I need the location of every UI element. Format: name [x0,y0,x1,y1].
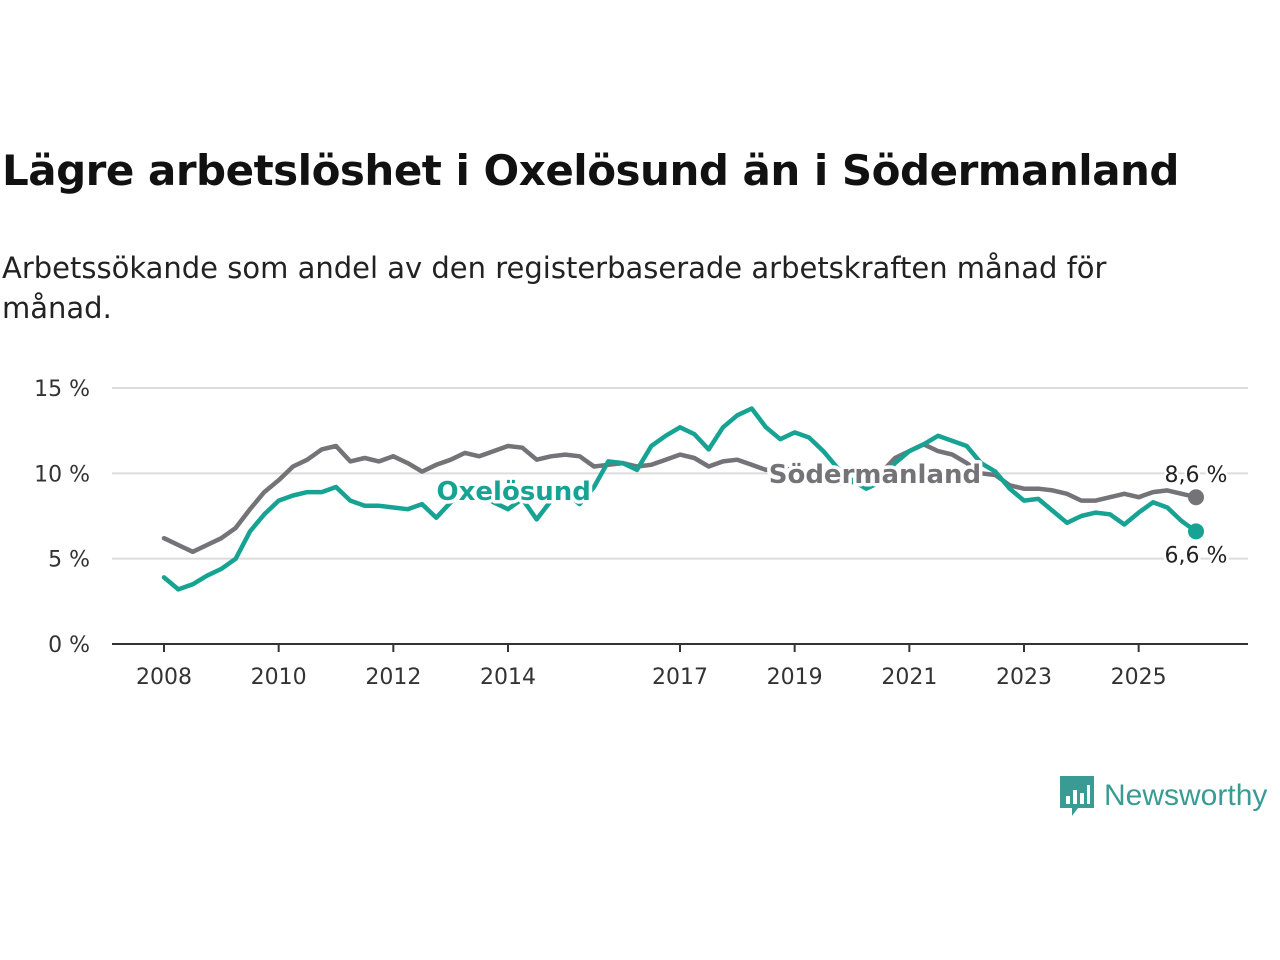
page-subtitle: Arbetssökande som andel av den registerb… [2,251,1107,325]
series-annotation-label: Oxelösund [437,477,591,507]
grid-lines [112,387,1248,560]
y-tick-label: 0 % [48,633,90,658]
y-tick-label: 15 % [34,377,90,402]
x-tick-label: 2014 [480,665,536,690]
x-tick-label: 2025 [1111,665,1167,690]
x-tick-label: 2017 [652,665,708,690]
series-line-sodermanland [161,442,1199,555]
labels: 8,6 % 6,6 % Oxelösund Södermanland [433,457,1230,571]
line-chart: 0 % 5 % 10 % 15 % 2008 2010 2012 2014 2017 2019 20… [34,377,1248,690]
brand-logo: Newsworthy [1058,774,1267,818]
series-lines [161,406,1204,592]
page-title: Lägre arbetslöshet i Oxelösund än i Söde… [2,146,1180,195]
x-tick-label: 2021 [881,665,937,690]
newsworthy-logo-icon [1060,776,1094,816]
series-end-point [1188,489,1204,506]
x-tick-label: 2008 [136,665,192,690]
series-line-oxelosund [161,406,1199,592]
x-tick-label: 2019 [767,665,823,690]
x-tick-label: 2023 [996,665,1052,690]
y-tick-label: 10 % [34,462,90,487]
series-end-label: 6,6 % [1165,543,1228,568]
y-tick-label: 5 % [48,548,90,573]
series-end-label: 8,6 % [1165,463,1228,488]
series-annotation-label: Södermanland [769,460,981,490]
axes: 0 % 5 % 10 % 15 % 2008 2010 2012 2014 2017 2019 20… [34,377,1248,690]
x-tick-label: 2012 [365,665,421,690]
series-end-point [1188,523,1204,540]
x-tick-label: 2010 [251,665,307,690]
brand-name: Newsworthy [1104,779,1268,812]
